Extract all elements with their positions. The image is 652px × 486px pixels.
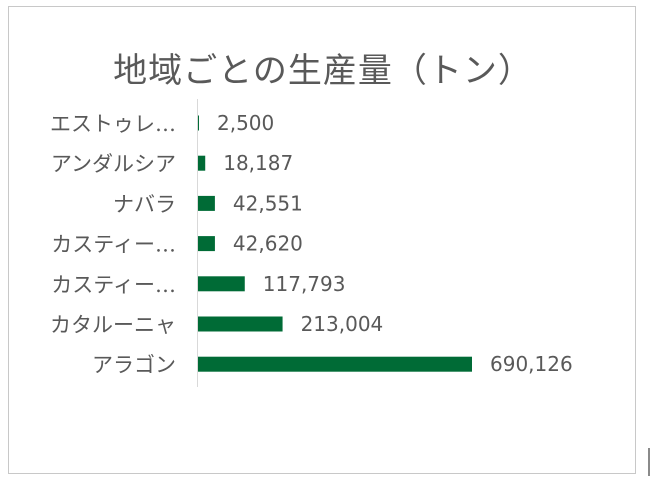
bar bbox=[198, 236, 215, 252]
category-label: カスティー… bbox=[51, 233, 176, 257]
bar-chart: エストゥレ… 2,500 アンダルシア 18,187 ナバラ 42,551 カスティー… 42… bbox=[50, 99, 573, 387]
data-label: 690,126 bbox=[490, 352, 573, 376]
bar bbox=[198, 155, 206, 171]
category-label: アラゴン bbox=[92, 353, 176, 377]
data-label: 18,187 bbox=[223, 151, 293, 175]
category-label: ナバラ bbox=[113, 192, 176, 216]
data-label: 42,620 bbox=[233, 232, 303, 256]
category-label: カスティー… bbox=[51, 273, 176, 297]
data-label: 117,793 bbox=[263, 272, 346, 296]
data-label: 213,004 bbox=[301, 312, 384, 336]
window-edge bbox=[648, 448, 650, 476]
bar bbox=[198, 316, 283, 332]
bar bbox=[198, 195, 215, 211]
category-label: エストゥレ… bbox=[50, 112, 176, 136]
bar bbox=[198, 356, 472, 372]
bar bbox=[198, 115, 199, 131]
data-label: 42,551 bbox=[233, 191, 303, 215]
chart-frame: 地域ごとの生産量（トン） エストゥレ… 2,500 アンダルシア 18,187 ナバラ 4… bbox=[8, 6, 636, 474]
category-label: アンダルシア bbox=[51, 152, 176, 176]
chart-title: 地域ごとの生産量（トン） bbox=[113, 51, 533, 91]
bar bbox=[198, 276, 245, 292]
data-label: 2,500 bbox=[217, 111, 274, 135]
category-label: カタルーニャ bbox=[50, 313, 176, 337]
